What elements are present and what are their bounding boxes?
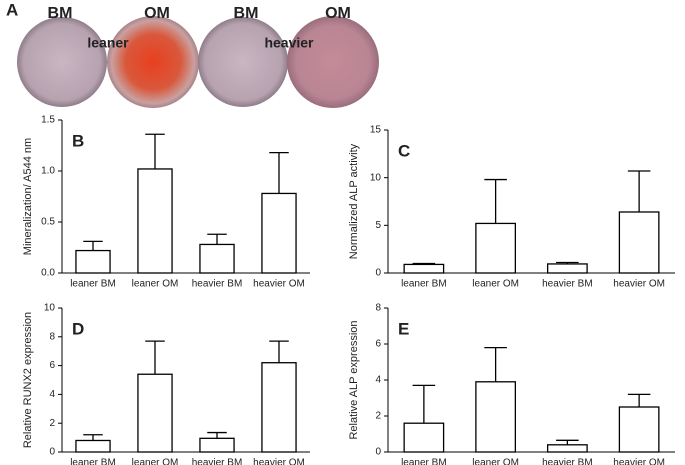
y-tick-label: 2 [49,418,55,429]
x-tick-label: leaner OM [472,458,519,465]
x-tick-label: heavier BM [192,458,243,465]
bar [199,437,235,453]
well-label: BM [48,5,73,22]
panel-letter: B [72,131,84,150]
y-tick-label: 1.0 [41,166,55,177]
bar [261,192,297,274]
y-tick-label: 4 [49,389,55,400]
x-tick-label: heavier OM [613,458,665,465]
bar [546,444,588,453]
panel-letter: C [398,141,410,160]
x-tick-label: leaner OM [472,279,519,290]
well-image [287,16,379,108]
bar [475,222,517,274]
y-tick-label: 15 [370,125,382,136]
x-tick-label: heavier OM [253,279,305,290]
y-tick-label: 4 [375,375,381,386]
y-tick-label: 6 [375,339,381,350]
y-tick-label: 10 [44,303,56,314]
bar [75,249,111,274]
panel-letter: E [398,319,409,338]
bar [475,381,517,453]
y-axis-label: Relative ALP expression [348,320,360,439]
x-tick-label: leaner BM [70,279,116,290]
y-tick-label: 0.5 [41,217,55,228]
x-tick-label: heavier BM [542,458,593,465]
y-tick-label: 0 [375,268,381,279]
bar [403,263,445,274]
bar [618,211,660,274]
bar [199,243,235,274]
bar [546,263,588,274]
y-tick-label: 6 [49,360,55,371]
panel-letter: D [72,319,84,338]
y-tick-label: 1.5 [41,115,55,126]
wells [17,16,379,108]
well-label: OM [325,5,351,22]
y-tick-label: 10 [370,172,382,183]
panel-letter: A [6,0,18,19]
bar [137,168,173,274]
bar [261,362,297,453]
y-tick-label: 8 [49,331,55,342]
well-label: heavier [264,35,314,51]
y-tick-label: 0 [375,447,381,458]
x-tick-label: leaner BM [401,279,447,290]
y-tick-label: 5 [375,220,381,231]
x-tick-label: heavier BM [542,279,593,290]
well-label: OM [144,5,170,22]
bar [137,373,173,453]
y-axis-label: Relative RUNX2 expression [22,312,34,448]
well-image [17,17,107,107]
x-tick-label: leaner BM [70,458,116,465]
well-label: BM [234,5,259,22]
y-tick-label: 2 [375,411,381,422]
x-tick-label: leaner OM [132,279,179,290]
well-image [198,17,288,107]
x-tick-label: heavier BM [192,279,243,290]
y-tick-label: 0 [49,447,55,458]
x-tick-label: heavier OM [253,458,305,465]
bar [403,422,445,453]
y-tick-label: 8 [375,303,381,314]
x-tick-label: leaner OM [132,458,179,465]
y-tick-label: 0.0 [41,268,55,279]
well-image [107,16,199,108]
y-axis-label: Normalized ALP activity [348,143,360,259]
bar [75,439,111,453]
bar [618,406,660,453]
x-tick-label: heavier OM [613,279,665,290]
x-tick-label: leaner BM [401,458,447,465]
well-label: leaner [87,35,129,51]
y-axis-label: Mineralization/ A544 nm [22,138,34,255]
